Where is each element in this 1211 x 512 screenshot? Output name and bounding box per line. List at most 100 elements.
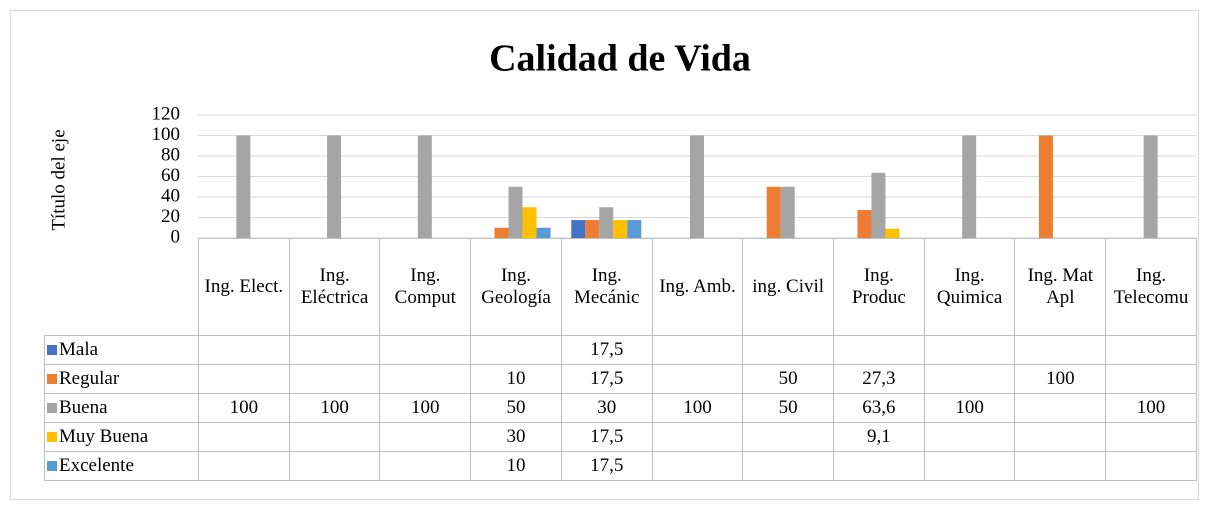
legend-cell: Mala xyxy=(44,335,199,365)
bar xyxy=(627,220,642,238)
table-cell xyxy=(198,422,290,452)
y-tick-label: 0 xyxy=(171,226,181,247)
table-cell xyxy=(379,451,472,481)
x-tick-label: Ing. Mat Apl xyxy=(1014,238,1107,336)
table-cell xyxy=(379,364,472,394)
y-tick-label: 60 xyxy=(161,165,180,186)
data-label: 27,3 xyxy=(862,368,896,389)
legend-cell: Buena xyxy=(44,393,199,423)
table-cell: 9,1 xyxy=(833,422,925,452)
data-label: 100 xyxy=(411,397,440,418)
bar xyxy=(871,172,886,238)
table-row: Excelente 10 17,5 xyxy=(44,451,1197,481)
table-cell xyxy=(288,364,381,394)
table-cell: 100 xyxy=(651,393,744,423)
y-axis-title: Título del eje xyxy=(48,129,69,230)
table-cell: 100 xyxy=(1014,364,1107,394)
table-cell xyxy=(1105,335,1197,365)
bar xyxy=(780,186,795,238)
table-cell xyxy=(198,451,290,481)
bar xyxy=(690,135,704,238)
legend-label: Regular xyxy=(59,368,120,389)
table-cell: 30 xyxy=(470,422,562,452)
chart-title: Calidad de Vida xyxy=(489,38,751,80)
table-cell xyxy=(379,335,472,365)
data-label: 17,5 xyxy=(590,339,624,360)
table-cell xyxy=(923,364,1016,394)
bar xyxy=(1038,135,1053,238)
table-cell xyxy=(742,451,835,481)
table-cell: 100 xyxy=(1105,393,1197,423)
header-row: Ing. Elect. Ing. Eléctrica Ing. Comput Ing.… xyxy=(44,238,1197,336)
table-cell: 30 xyxy=(560,393,653,423)
table-row: Buena 100 100 100 50 30 100 50 63,6 100 100 xyxy=(44,393,1197,423)
data-label: 50 xyxy=(778,368,798,389)
bar xyxy=(885,228,900,238)
table-cell xyxy=(288,451,381,481)
table-cell xyxy=(651,422,744,452)
data-table: Ing. Elect. Ing. Eléctrica Ing. Comput Ing.… xyxy=(44,238,1197,481)
table-cell xyxy=(651,335,744,365)
data-label: 100 xyxy=(1136,397,1166,418)
data-label: 17,5 xyxy=(590,368,624,389)
legend-label: Buena xyxy=(59,397,108,418)
table-cell xyxy=(833,335,925,365)
legend-label: Mala xyxy=(59,339,99,360)
x-tick-label: Ing. Quimica xyxy=(923,238,1016,336)
table-cell: 50 xyxy=(742,364,835,394)
legend-key xyxy=(47,345,57,355)
bar xyxy=(766,186,781,238)
table-cell xyxy=(1105,451,1197,481)
bar xyxy=(417,135,432,238)
table-cell: 50 xyxy=(470,393,562,423)
data-label: 63,6 xyxy=(862,397,896,418)
table-cell xyxy=(833,451,925,481)
data-label: 100 xyxy=(683,397,712,418)
data-label: 100 xyxy=(1046,368,1075,389)
legend-cell: Regular xyxy=(44,364,199,394)
bar xyxy=(522,207,537,238)
corner-cell xyxy=(44,238,199,336)
table-cell xyxy=(198,364,290,394)
table-cell xyxy=(1014,335,1107,365)
data-label: 9,1 xyxy=(867,426,891,447)
table-cell: 17,5 xyxy=(560,451,653,481)
table-cell: 27,3 xyxy=(833,364,925,394)
legend-cell: Excelente xyxy=(44,451,199,481)
bar xyxy=(613,220,628,238)
bar xyxy=(327,135,342,238)
table-cell xyxy=(923,335,1016,365)
bar xyxy=(599,207,614,238)
x-tick-label: Ing. Geología xyxy=(470,238,562,336)
table-cell xyxy=(651,364,744,394)
legend-key xyxy=(47,461,57,471)
table-row: Muy Buena 30 17,5 9,1 xyxy=(44,422,1197,452)
data-label: 50 xyxy=(506,397,526,418)
table-cell: 100 xyxy=(923,393,1016,423)
table-cell: 100 xyxy=(379,393,472,423)
y-tick-label: 120 xyxy=(152,103,181,124)
table-cell xyxy=(742,422,835,452)
legend-cell: Muy Buena xyxy=(44,422,199,452)
table-cell xyxy=(1014,451,1107,481)
bar xyxy=(585,220,600,238)
chart-frame xyxy=(10,10,1199,500)
data-label: 100 xyxy=(320,397,349,418)
data-label: 17,5 xyxy=(590,426,624,447)
data-label: 100 xyxy=(229,397,259,418)
y-tick-label: 80 xyxy=(161,144,180,165)
table-cell xyxy=(923,451,1016,481)
data-label: 10 xyxy=(506,368,526,389)
data-label: 10 xyxy=(506,455,526,476)
table-cell: 17,5 xyxy=(560,335,653,365)
table-cell xyxy=(1105,364,1197,394)
table-cell: 10 xyxy=(470,451,562,481)
y-tick-label: 40 xyxy=(161,185,180,206)
x-tick-label: Ing. Amb. xyxy=(651,238,744,336)
bar xyxy=(508,186,523,238)
legend-key xyxy=(47,374,57,384)
table-cell: 17,5 xyxy=(560,364,653,394)
x-tick-label: ing. Civil xyxy=(742,238,835,336)
